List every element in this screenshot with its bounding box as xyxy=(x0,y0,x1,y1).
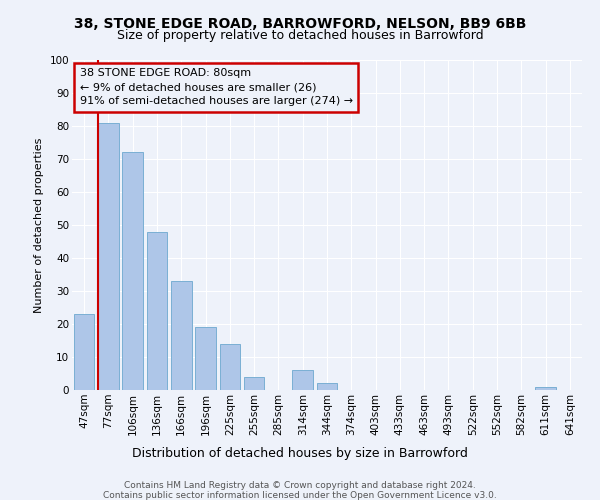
Text: Contains public sector information licensed under the Open Government Licence v3: Contains public sector information licen… xyxy=(103,491,497,500)
Bar xyxy=(195,328,216,390)
Text: Contains HM Land Registry data © Crown copyright and database right 2024.: Contains HM Land Registry data © Crown c… xyxy=(124,481,476,490)
Bar xyxy=(171,281,191,390)
Bar xyxy=(292,370,313,390)
Text: Distribution of detached houses by size in Barrowford: Distribution of detached houses by size … xyxy=(132,448,468,460)
Bar xyxy=(74,314,94,390)
Bar xyxy=(220,344,240,390)
Bar xyxy=(317,384,337,390)
Text: Size of property relative to detached houses in Barrowford: Size of property relative to detached ho… xyxy=(116,29,484,42)
Text: 38, STONE EDGE ROAD, BARROWFORD, NELSON, BB9 6BB: 38, STONE EDGE ROAD, BARROWFORD, NELSON,… xyxy=(74,18,526,32)
Text: 38 STONE EDGE ROAD: 80sqm
← 9% of detached houses are smaller (26)
91% of semi-d: 38 STONE EDGE ROAD: 80sqm ← 9% of detach… xyxy=(80,68,353,106)
Bar xyxy=(244,377,265,390)
Bar xyxy=(146,232,167,390)
Bar xyxy=(535,386,556,390)
Bar xyxy=(122,152,143,390)
Bar xyxy=(98,122,119,390)
Y-axis label: Number of detached properties: Number of detached properties xyxy=(34,138,44,312)
